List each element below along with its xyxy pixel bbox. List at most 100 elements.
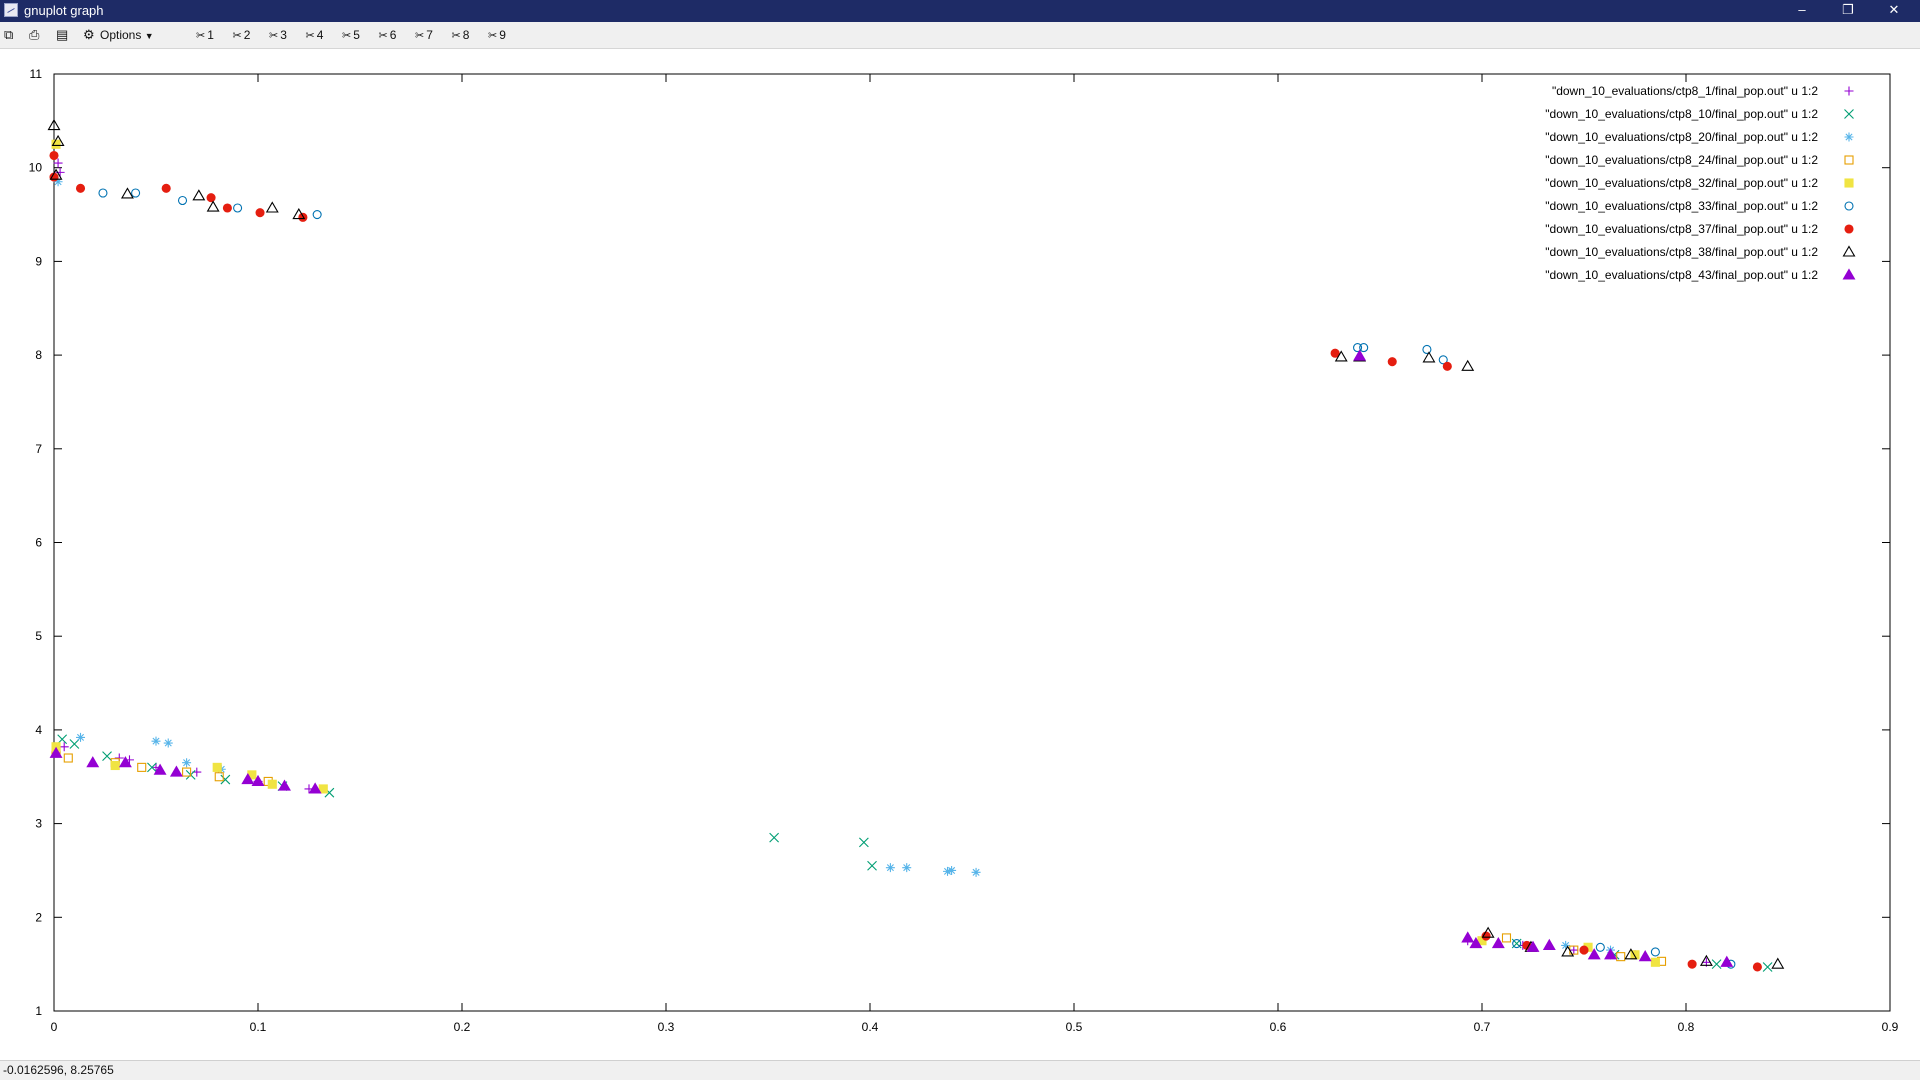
plot-toggle-label: 2 xyxy=(243,28,251,42)
data-point xyxy=(1687,959,1697,969)
legend-marker xyxy=(1844,109,1854,119)
plot-canvas[interactable]: 0 0.1 0.2 0.3 0.4 0.5 0.6 0.7 0.8 0.9 1 2 3 4 5 6 7 8 9 10 1… xyxy=(0,49,1920,1059)
triangle-mark xyxy=(1771,957,1785,969)
x-tick-label: 0.1 xyxy=(250,1020,267,1034)
options-menu-button[interactable]: ⚙ Options ▼ xyxy=(83,25,154,45)
circle-mark xyxy=(1442,361,1452,371)
data-point xyxy=(1330,348,1340,358)
triangle-mark xyxy=(1526,940,1540,952)
data-point xyxy=(212,762,222,772)
data-point xyxy=(1624,948,1638,960)
square-mark xyxy=(1650,957,1660,967)
series-3 xyxy=(53,177,1616,955)
triangle-mark xyxy=(1604,948,1617,960)
data-point xyxy=(206,193,216,203)
data-point xyxy=(1438,355,1448,365)
circle-mark xyxy=(1595,942,1605,952)
plot-toggle-label: 8 xyxy=(462,28,470,42)
legend-marker xyxy=(1844,155,1854,165)
cross-mark xyxy=(1762,962,1773,972)
triangle-mark xyxy=(1334,350,1348,362)
cursor-coordinates: -0.0162596, 8.25765 xyxy=(3,1063,114,1077)
series-5 xyxy=(51,139,1660,967)
legend-label: "down_10_evaluations/ctp8_37/final_pop.o… xyxy=(1545,222,1818,236)
star-mark xyxy=(902,863,912,873)
circle-mark xyxy=(177,195,188,206)
data-point xyxy=(1711,959,1722,970)
circle-mark xyxy=(298,212,308,222)
data-point xyxy=(1579,945,1589,955)
square-mark xyxy=(214,772,224,782)
minimize-button[interactable]: – xyxy=(1780,0,1824,22)
close-icon: ✕ xyxy=(1888,2,1900,17)
circle-mark xyxy=(222,203,232,213)
y-tick-label: 5 xyxy=(35,629,42,643)
circle-mark xyxy=(1330,348,1340,358)
close-button[interactable]: ✕ xyxy=(1872,0,1916,22)
data-point xyxy=(151,736,161,746)
triangle-mark xyxy=(241,772,255,785)
plot-toggle-7[interactable]: ✂ 7 xyxy=(415,25,433,45)
plot-toggle-9[interactable]: ✂ 9 xyxy=(488,25,506,45)
data-point xyxy=(1501,933,1512,943)
data-point xyxy=(1491,936,1505,949)
data-point xyxy=(47,118,61,131)
print-button[interactable]: ⎙ xyxy=(29,25,41,45)
circle-mark xyxy=(233,203,243,213)
star-mark xyxy=(971,867,981,877)
x-tick-label: 0.9 xyxy=(1882,1020,1899,1034)
data-point xyxy=(1542,938,1556,950)
plot-toggle-6[interactable]: ✂ 6 xyxy=(379,25,397,45)
square-mark xyxy=(212,762,222,772)
circle-mark xyxy=(206,193,216,203)
triangle-mark xyxy=(1353,349,1367,361)
data-point xyxy=(1561,940,1571,950)
plus-mark xyxy=(59,742,69,752)
data-point xyxy=(885,863,895,873)
minimize-icon: – xyxy=(1798,2,1806,17)
triangle-mark xyxy=(265,201,279,213)
circle-mark xyxy=(1353,343,1363,353)
data-point xyxy=(1512,938,1522,949)
plot-toggle-2[interactable]: ✂ 2 xyxy=(233,25,251,45)
restore-button[interactable]: ❐ xyxy=(1826,0,1870,22)
plot-toggle-3[interactable]: ✂ 3 xyxy=(269,25,287,45)
data-point xyxy=(75,183,86,193)
star-mark xyxy=(163,738,173,748)
data-point xyxy=(102,751,112,762)
plot-toggle-4[interactable]: ✂ 4 xyxy=(306,25,324,45)
x-tick-label: 0 xyxy=(51,1020,58,1034)
y-tick-label: 1 xyxy=(35,1004,42,1018)
data-point xyxy=(192,189,206,201)
y-tick-label: 7 xyxy=(35,442,42,456)
data-point xyxy=(169,765,183,777)
plot-toggle-5[interactable]: ✂ 5 xyxy=(342,25,360,45)
triangle-mark xyxy=(1422,351,1436,363)
triangle-mark xyxy=(86,756,100,768)
y-tick-label: 9 xyxy=(35,254,42,268)
print-icon: ⎙ xyxy=(29,27,40,42)
legend-marker xyxy=(1842,245,1856,257)
plot-border xyxy=(53,73,1891,1012)
circle-mark xyxy=(1650,947,1660,957)
circle-mark xyxy=(1387,357,1397,367)
circle-mark xyxy=(1687,959,1697,969)
plot-toggle-8[interactable]: ✂ 8 xyxy=(452,25,470,45)
copy-icon: ⧉ xyxy=(4,27,14,42)
triangle-mark xyxy=(51,134,65,147)
triangle-mark xyxy=(1699,954,1713,966)
triangle-mark xyxy=(153,763,167,775)
star-mark xyxy=(53,177,63,187)
data-point xyxy=(110,760,120,771)
series-1 xyxy=(53,158,1711,967)
copy-button[interactable]: ⧉ xyxy=(4,25,15,45)
data-point xyxy=(49,746,63,758)
triangle-mark xyxy=(1461,931,1475,943)
save-button[interactable]: ▤ xyxy=(56,25,70,45)
triangle-mark xyxy=(192,189,206,201)
scissors-icon: ✂ xyxy=(305,30,315,42)
plot-toggle-1[interactable]: ✂ 1 xyxy=(196,25,214,45)
status-bar: -0.0162596, 8.25765 xyxy=(0,1060,1920,1080)
window-title: gnuplot graph xyxy=(24,3,104,18)
data-point xyxy=(1699,954,1713,966)
